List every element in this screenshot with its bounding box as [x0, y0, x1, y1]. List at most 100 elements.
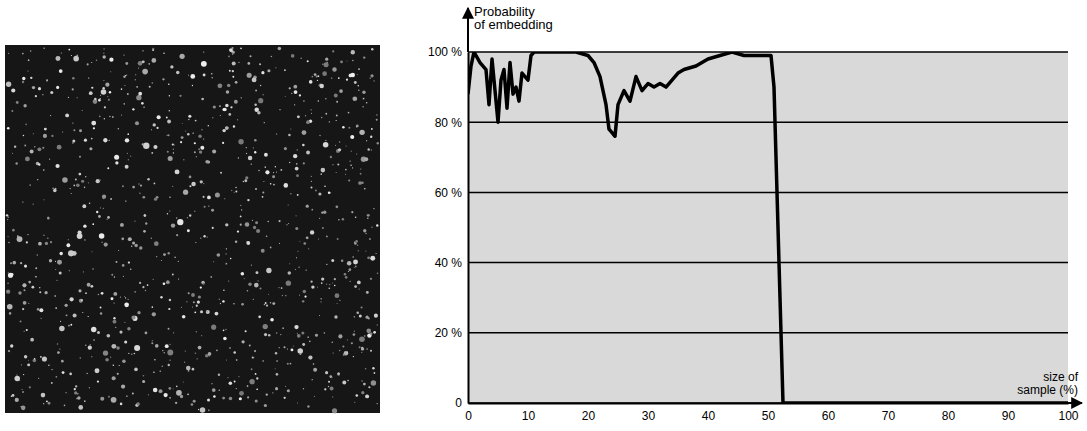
photo-speck: [82, 312, 83, 313]
photo-speck: [27, 363, 30, 366]
photo-speck: [303, 162, 305, 164]
photo-speck: [227, 84, 230, 87]
photo-speck: [160, 371, 161, 372]
photo-speck: [247, 290, 249, 292]
x-tick-label: 20: [582, 409, 596, 423]
photo-speck: [168, 252, 170, 254]
photo-speck: [215, 192, 220, 197]
photo-speck: [198, 148, 200, 150]
photo-speck: [276, 360, 278, 362]
photo-speck: [249, 344, 251, 346]
photo-speck: [354, 402, 355, 403]
photo-speck: [348, 112, 350, 114]
photo-speck: [246, 241, 250, 245]
photo-speck: [367, 214, 370, 217]
photo-speck: [350, 135, 354, 139]
photo-speck: [139, 282, 141, 284]
photo-speck: [168, 83, 170, 85]
photo-speck: [222, 129, 225, 132]
photo-speck: [136, 402, 139, 405]
photo-speck: [212, 388, 216, 392]
photo-speck: [134, 291, 136, 293]
photo-speck: [253, 299, 254, 300]
photo-speck: [363, 229, 366, 232]
photo-speck: [330, 192, 331, 193]
photo-speck: [121, 385, 125, 389]
x-tick: 50: [762, 403, 776, 423]
photo-speck: [176, 217, 177, 218]
photo-speck: [240, 205, 241, 206]
photo-speck: [345, 276, 348, 279]
photo-speck: [191, 403, 194, 406]
photo-speck: [297, 348, 303, 354]
photo-speck: [212, 117, 213, 118]
photo-speck: [312, 379, 313, 380]
photo-speck: [288, 134, 291, 137]
photo-speck: [193, 400, 196, 403]
photo-speck: [372, 367, 374, 369]
photo-speck: [16, 374, 17, 375]
photo-speck: [103, 53, 104, 54]
photo-speck: [59, 69, 63, 73]
photo-speck: [135, 74, 136, 75]
photo-speck: [23, 374, 24, 375]
photo-speck: [15, 162, 17, 164]
photo-speck: [88, 182, 89, 183]
photo-speck: [285, 295, 286, 296]
photo-speck: [323, 211, 326, 214]
photo-speck: [48, 365, 49, 366]
photo-speck: [57, 145, 62, 150]
photo-speck: [231, 47, 233, 49]
photo-speck: [167, 213, 169, 215]
photo-speck: [37, 254, 38, 255]
plot-background: [468, 52, 1068, 403]
photo-speck: [294, 325, 298, 329]
photo-speck: [183, 159, 184, 160]
photo-speck: [166, 117, 168, 119]
photo-speck: [311, 113, 312, 114]
photo-speck: [113, 292, 117, 296]
photo-speck: [109, 91, 111, 93]
photo-speck: [365, 316, 368, 319]
photo-speck: [233, 125, 235, 127]
photo-speck: [267, 69, 270, 72]
photo-speck: [370, 278, 372, 280]
photo-speck: [291, 93, 292, 94]
photo-speck: [279, 243, 280, 244]
photo-speck: [275, 352, 277, 354]
photo-speck: [75, 385, 77, 387]
photo-speck: [39, 291, 41, 293]
photo-speck: [229, 397, 233, 401]
photo-speck: [73, 129, 75, 131]
photo-speck: [21, 406, 26, 411]
photo-speck: [227, 377, 228, 378]
photo-speck: [77, 97, 78, 98]
photo-speck: [237, 119, 238, 120]
photo-speck: [178, 261, 179, 262]
x-tick-label: 100: [1058, 409, 1078, 423]
photo-speck: [130, 155, 131, 156]
photo-speck: [59, 272, 62, 275]
photo-speck: [38, 378, 39, 379]
photo-speck: [33, 359, 37, 363]
photo-speck: [109, 140, 110, 141]
photo-speck: [135, 79, 136, 80]
photo-speck: [85, 344, 87, 346]
photo-speck: [176, 234, 178, 236]
photo-speck: [132, 316, 137, 321]
photo-speck: [295, 227, 298, 230]
photo-speck: [85, 176, 86, 177]
photo-speck: [163, 253, 166, 256]
photo-speck: [238, 62, 239, 63]
photo-speck: [101, 241, 103, 243]
photo-speck: [232, 54, 233, 55]
photo-speck: [57, 343, 59, 345]
photo-speck: [302, 144, 305, 147]
photo-speck: [248, 156, 253, 161]
photo-speck: [47, 217, 49, 219]
photo-speck: [308, 248, 309, 249]
photo-speck: [173, 152, 174, 153]
photo-speck: [278, 220, 280, 222]
photo-speck: [139, 246, 142, 249]
photo-speck: [161, 260, 162, 261]
